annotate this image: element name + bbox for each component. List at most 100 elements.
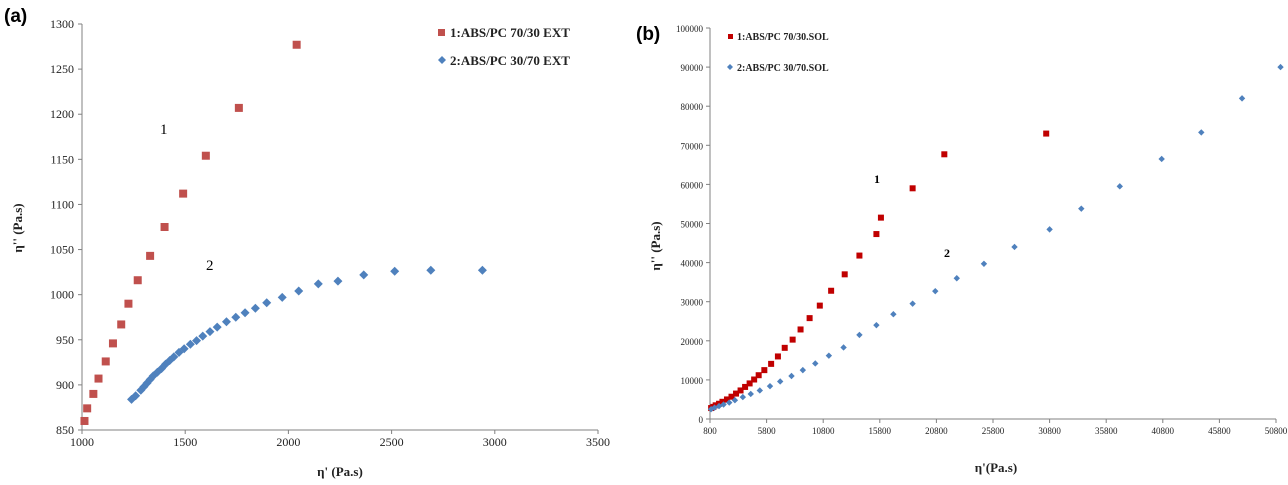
data-point-series-2 — [909, 300, 916, 307]
data-point-series-1 — [806, 315, 813, 322]
data-point-series-2 — [825, 352, 833, 359]
x-tick-label: 1500 — [173, 435, 197, 449]
x-tick-label: 40800 — [1152, 426, 1175, 436]
chart-b: (b) 800 5800 10800 15800 20800 25800 30800 3580… — [636, 24, 1288, 475]
data-point-series-2 — [390, 266, 400, 276]
data-point-series-1 — [774, 353, 781, 360]
x-tick-label: 50800 — [1265, 426, 1288, 436]
data-point-series-2 — [185, 339, 195, 349]
y-axis-title-b: η'' (Pa.s) — [648, 221, 663, 270]
x-axis-title-b: η'(Pa.s) — [975, 460, 1017, 475]
data-point-series-2 — [205, 327, 215, 337]
data-point-series-1 — [909, 185, 916, 192]
data-point-series-1 — [797, 326, 804, 333]
x-tick-label: 35800 — [1095, 426, 1118, 436]
data-point-series-1 — [117, 320, 126, 329]
data-point-series-2 — [212, 322, 222, 332]
data-point-series-2 — [294, 286, 304, 296]
panel-label-b: (b) — [636, 24, 660, 45]
data-point-series-2 — [1158, 155, 1165, 163]
data-point-series-2 — [477, 265, 487, 275]
data-point-series-1 — [723, 396, 730, 403]
chart-a: (a) 1000 1500 2000 2500 3000 3500 850 900 950 10… — [4, 6, 610, 479]
y-tick-label: 1250 — [50, 62, 74, 76]
y-tick-label: 70000 — [681, 141, 704, 151]
y-axis-title-a: η'' (Pa.s) — [10, 203, 25, 252]
y-tick-label: 1000 — [50, 288, 74, 302]
data-point-series-2 — [856, 331, 863, 339]
annotation-1-a: 1 — [160, 122, 168, 138]
legend-label-b-1: 1:ABS/PC 70/30.SOL — [737, 32, 829, 43]
y-tick-label: 80000 — [681, 102, 704, 112]
data-point-series-2 — [747, 390, 754, 398]
data-point-series-2 — [169, 352, 179, 362]
data-point-series-1 — [761, 367, 768, 374]
y-tick-label: 20000 — [681, 337, 704, 347]
y-ticks-b: 0 10000 20000 30000 40000 50000 60000 70000 8000… — [676, 24, 710, 425]
data-point-series-1 — [755, 372, 762, 379]
y-tick-label: 1150 — [50, 152, 74, 166]
y-tick-label: 900 — [56, 378, 74, 392]
legend-label-b-2: 2:ABS/PC 30/70.SOL — [737, 63, 829, 74]
x-ticks-b: 800 5800 10800 15800 20800 25800 30800 35800 408… — [703, 419, 1288, 436]
data-point-series-2 — [953, 275, 960, 282]
x-tick-label: 45800 — [1208, 426, 1231, 436]
x-tick-label: 5800 — [758, 426, 777, 436]
data-point-series-1 — [133, 276, 142, 285]
data-point-series-1 — [101, 357, 110, 366]
y-tick-label: 0 — [699, 415, 704, 425]
annotation-1-b: 1 — [874, 172, 880, 186]
data-point-series-2 — [250, 303, 260, 313]
data-point-series-2 — [720, 401, 727, 408]
x-tick-label: 2000 — [276, 435, 300, 449]
data-point-series-1 — [746, 380, 753, 387]
y-tick-label: 90000 — [681, 63, 704, 73]
data-point-series-1 — [873, 231, 880, 238]
data-point-series-1 — [828, 287, 835, 294]
x-axis-title-a: η' (Pa.s) — [317, 464, 363, 479]
y-tick-label: 1300 — [50, 17, 74, 31]
x-ticks-a: 1000 1500 2000 2500 3000 3500 — [70, 430, 610, 449]
data-point-series-2 — [731, 397, 739, 404]
legend-label-a-1: 1:ABS/PC 70/30 EXT — [450, 25, 570, 40]
data-point-series-1 — [816, 302, 823, 309]
x-tick-label: 3000 — [483, 435, 507, 449]
y-tick-label: 950 — [56, 333, 74, 347]
legend-b: 1:ABS/PC 70/30.SOL 2:ABS/PC 30/70.SOL — [727, 32, 829, 74]
data-point-series-1 — [124, 299, 133, 308]
data-point-series-2 — [890, 311, 897, 318]
data-point-series-1 — [108, 339, 117, 348]
legend-marker-diamond-icon — [438, 56, 446, 64]
data-point-series-1 — [742, 383, 749, 390]
data-point-series-2 — [739, 393, 747, 401]
legend-label-a-2: 2:ABS/PC 30/70 EXT — [450, 53, 570, 68]
data-point-series-1 — [146, 251, 155, 260]
data-point-series-1 — [768, 360, 775, 367]
data-point-series-2 — [711, 404, 718, 411]
x-tick-label: 2500 — [380, 435, 404, 449]
data-point-series-1 — [728, 393, 735, 400]
data-point-series-2 — [1116, 183, 1123, 190]
data-point-series-2 — [726, 399, 733, 406]
x-tick-label: 25800 — [982, 426, 1005, 436]
data-point-series-1 — [856, 252, 863, 259]
data-point-series-2 — [1238, 95, 1246, 102]
x-tick-label: 3500 — [586, 435, 610, 449]
data-point-series-1 — [841, 271, 848, 278]
legend-marker-square-icon — [728, 34, 733, 39]
data-point-series-1 — [234, 103, 243, 112]
y-tick-label: 30000 — [681, 298, 704, 308]
data-point-series-2 — [277, 292, 287, 302]
data-point-series-1 — [712, 402, 719, 409]
y-tick-label: 1200 — [50, 107, 74, 121]
data-point-series-1 — [877, 214, 884, 221]
y-tick-label: 850 — [56, 423, 74, 437]
x-tick-label: 10800 — [812, 426, 835, 436]
data-point-series-2 — [756, 387, 764, 394]
data-point-series-2 — [333, 276, 343, 286]
data-point-series-2 — [980, 260, 988, 267]
data-point-series-1 — [781, 344, 788, 351]
legend-a: 1:ABS/PC 70/30 EXT 2:ABS/PC 30/70 EXT — [438, 25, 570, 68]
data-point-series-2 — [221, 317, 231, 327]
